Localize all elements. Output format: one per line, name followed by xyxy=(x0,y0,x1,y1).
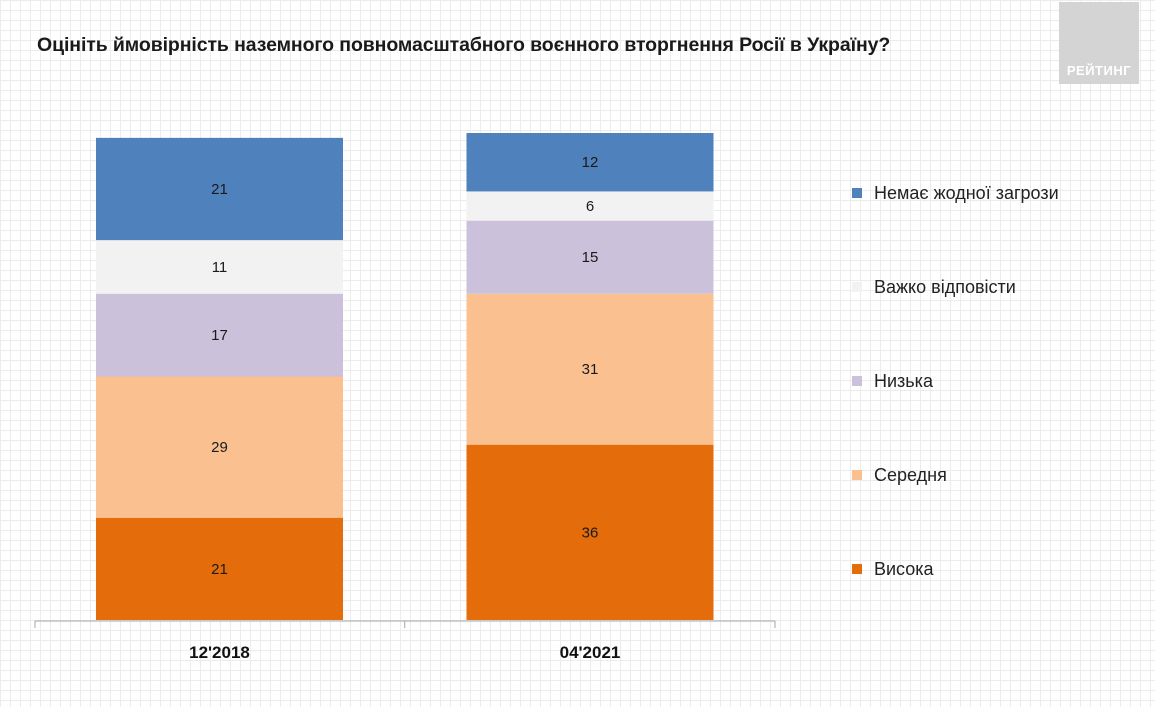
legend-swatch-важко-відповісти xyxy=(852,282,862,292)
legend: Немає жодної загрози Важко відповісти Низь… xyxy=(852,183,1059,579)
legend-swatch-висока xyxy=(852,564,862,574)
bar-04-2021-середня xyxy=(466,293,714,445)
bar-12-2018-висока xyxy=(96,517,343,620)
data-label-04-2021-важко-відповісти: 6 xyxy=(586,198,594,215)
legend-swatch-середня xyxy=(852,470,862,480)
bar-04-2021-висока xyxy=(466,444,714,620)
data-label-12-2018-середня: 29 xyxy=(211,439,228,456)
x-axis: 12'2018 04'2021 xyxy=(34,620,776,662)
legend-label-низька: Низька xyxy=(874,371,934,391)
legend-swatch-низька xyxy=(852,376,862,386)
legend-label-середня: Середня xyxy=(874,465,947,485)
x-tick-label-12-2018: 12'2018 xyxy=(189,643,250,662)
legend-label-важко-відповісти: Важко відповісти xyxy=(874,277,1016,297)
data-label-12-2018-висока: 21 xyxy=(211,561,228,578)
data-label-04-2021-середня: 31 xyxy=(582,361,599,378)
legend-label-висока: Висока xyxy=(874,559,935,579)
legend-label-немає-жодної-загрози: Немає жодної загрози xyxy=(874,183,1059,203)
rating-logo: РЕЙТИНГ xyxy=(1059,2,1139,84)
chart-title: Оцініть ймовірність наземного повномасшт… xyxy=(37,34,891,56)
rating-logo-text: РЕЙТИНГ xyxy=(1066,63,1132,78)
legend-swatch-немає-жодної-загрози xyxy=(852,188,862,198)
bar-12-2018-важко-відповісти xyxy=(96,240,343,294)
data-label-12-2018-важко-відповісти: 11 xyxy=(212,259,228,276)
bars-group: 21 29 17 11 21 36 31 15 6 12 xyxy=(96,133,714,620)
x-tick-label-04-2021: 04'2021 xyxy=(560,643,621,662)
data-label-04-2021-немає-жодної-загрози: 12 xyxy=(582,154,599,171)
bar-12-2018-низька xyxy=(96,293,343,377)
bar-04-2021-немає-жодної-загрози xyxy=(466,133,714,192)
data-label-04-2021-висока: 36 xyxy=(582,524,599,541)
data-label-12-2018-немає-жодної-загрози: 21 xyxy=(211,181,228,198)
bar-04-2021-низька xyxy=(466,220,714,294)
bar-04-2021-важко-відповісти xyxy=(466,191,714,221)
bar-12-2018-немає-жодної-загрози xyxy=(96,137,343,241)
data-label-12-2018-низька: 17 xyxy=(211,327,228,344)
data-label-04-2021-низька: 15 xyxy=(582,249,599,266)
bar-12-2018-середня xyxy=(96,376,343,518)
